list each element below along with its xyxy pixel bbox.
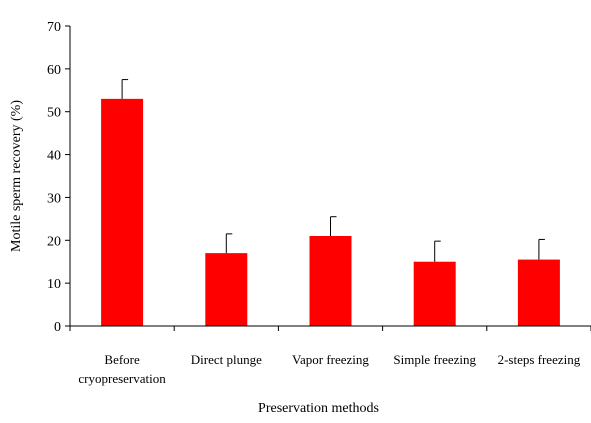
x-tick-label-1: Direct plunge bbox=[191, 352, 262, 367]
y-ticks-group: 0 10 20 30 40 50 60 70 bbox=[47, 20, 70, 335]
bar-2 bbox=[309, 236, 352, 326]
x-tick-label-4: 2-steps freezing bbox=[498, 352, 581, 367]
bars-group bbox=[101, 98, 560, 326]
x-tick-label-2: Vapor freezing bbox=[292, 352, 369, 367]
y-tick-label-10: 10 bbox=[47, 277, 61, 292]
bar-3 bbox=[413, 261, 456, 326]
y-tick-label-50: 50 bbox=[47, 106, 61, 121]
bar-4 bbox=[517, 259, 560, 326]
y-tick-label-60: 60 bbox=[47, 63, 61, 78]
y-tick-label-0: 0 bbox=[54, 320, 61, 335]
bar-1 bbox=[205, 253, 248, 326]
error-bars-group bbox=[121, 79, 545, 262]
x-axis-title: Preservation methods bbox=[258, 401, 379, 416]
y-tick-label-40: 40 bbox=[47, 149, 61, 164]
y-axis-title: Motile sperm recovery (%) bbox=[9, 100, 24, 252]
x-category-labels: Before cryopreservation Direct plunge Vapor… bbox=[78, 352, 580, 386]
y-tick-label-20: 20 bbox=[47, 234, 61, 249]
x-tick-label-0: Before cryopreservation bbox=[78, 352, 166, 386]
x-tick-label-3: Simple freezing bbox=[393, 352, 476, 367]
bar-0 bbox=[101, 98, 144, 326]
y-tick-label-70: 70 bbox=[47, 20, 61, 35]
x-ticks-group bbox=[69, 326, 591, 331]
y-tick-label-30: 30 bbox=[47, 191, 61, 206]
